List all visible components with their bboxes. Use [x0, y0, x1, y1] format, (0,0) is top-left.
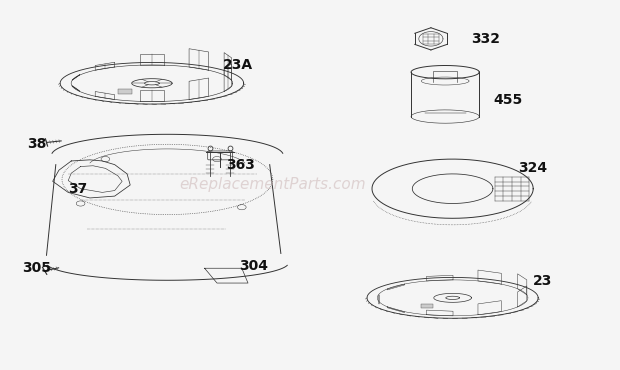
Text: 455: 455 — [493, 93, 522, 107]
Bar — [118, 89, 132, 94]
Text: eReplacementParts.com: eReplacementParts.com — [179, 178, 366, 192]
Text: 23A: 23A — [223, 58, 254, 72]
Text: 38: 38 — [27, 137, 46, 151]
Text: 37: 37 — [68, 182, 87, 196]
Text: 324: 324 — [518, 161, 547, 175]
Bar — [422, 304, 433, 308]
Text: 332: 332 — [471, 32, 500, 46]
Text: 305: 305 — [22, 261, 51, 275]
Text: 23: 23 — [533, 274, 552, 288]
Text: 363: 363 — [226, 158, 255, 172]
Text: 304: 304 — [239, 259, 268, 273]
